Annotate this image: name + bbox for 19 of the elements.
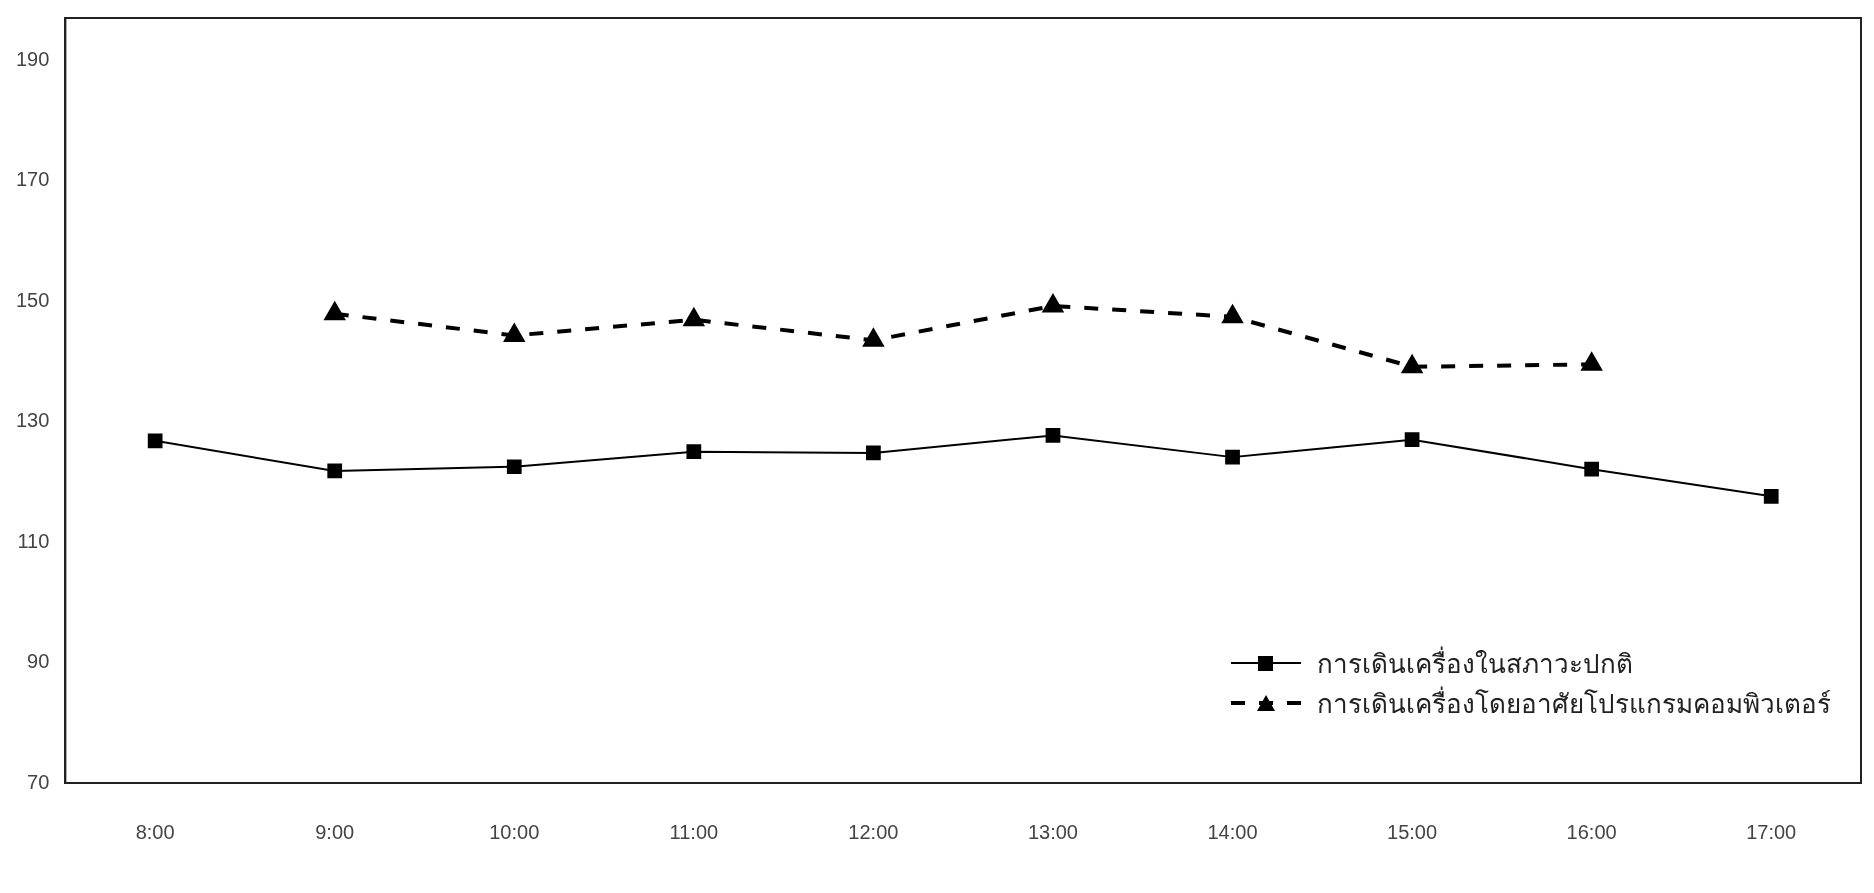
y-tick-label: 190 xyxy=(15,47,50,70)
legend-label: การเดินเครื่องในสภาวะปกติ xyxy=(1317,645,1633,681)
y-tick-label: 150 xyxy=(15,288,50,311)
y-tick-label: 130 xyxy=(15,409,50,432)
x-tick-label: 16:00 xyxy=(1566,820,1617,843)
x-tick-label: 11:00 xyxy=(669,820,719,843)
x-tick-label: 10:00 xyxy=(489,820,540,843)
y-tick-label: 170 xyxy=(15,168,50,191)
x-tick-label: 14:00 xyxy=(1207,820,1258,843)
x-tick-label: 15:00 xyxy=(1387,820,1438,843)
x-tick-label: 9:00 xyxy=(315,820,355,843)
y-tick-label: 110 xyxy=(17,529,50,552)
x-tick-label: 12:00 xyxy=(848,820,899,843)
x-tick-label: 17:00 xyxy=(1746,820,1797,843)
x-tick-label: 8:00 xyxy=(135,820,175,843)
legend-label: การเดินเครื่องโดยอาศัยโปรแกรมคอมพิวเตอร์ xyxy=(1317,685,1831,721)
y-tick-label: 70 xyxy=(27,770,50,793)
y-tick-label: 90 xyxy=(27,650,50,673)
x-tick-label: 13:00 xyxy=(1027,820,1078,843)
